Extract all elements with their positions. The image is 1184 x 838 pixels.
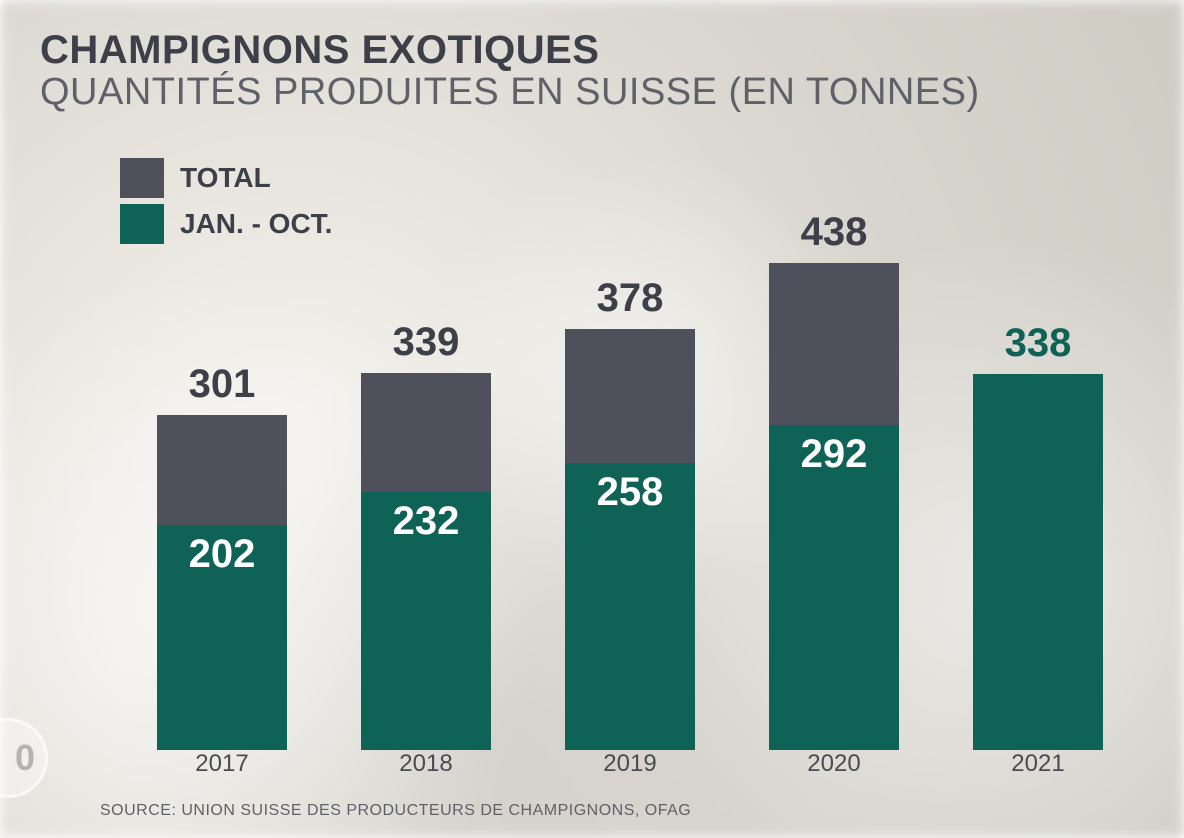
chart-plot-area: 301 202 339 232 378 258 438292 338 bbox=[120, 238, 1140, 750]
legend: TOTAL JAN. - OCT. bbox=[120, 158, 332, 250]
bars-container: 301 202 339 232 378 258 438292 338 bbox=[120, 238, 1140, 750]
bar-column: 339 232 bbox=[324, 238, 528, 750]
bar-partial bbox=[973, 374, 1103, 750]
x-axis-label: 2020 bbox=[732, 750, 936, 778]
x-axis-label: 2017 bbox=[120, 750, 324, 778]
bar-value-partial: 292 bbox=[801, 432, 868, 477]
legend-label-partial: JAN. - OCT. bbox=[180, 208, 332, 240]
x-axis-label: 2018 bbox=[324, 750, 528, 778]
source-text: SOURCE: UNION SUISSE DES PRODUCTEURS DE … bbox=[100, 802, 691, 820]
x-axis-label: 2019 bbox=[528, 750, 732, 778]
watermark-text: 0 bbox=[15, 737, 35, 779]
legend-label-total: TOTAL bbox=[180, 162, 271, 194]
bar-column: 438292 bbox=[732, 238, 936, 750]
bar-value-partial: 202 bbox=[189, 532, 256, 577]
legend-item-total: TOTAL bbox=[120, 158, 332, 198]
bar-value-total: 339 bbox=[393, 320, 460, 365]
bar-value-total: 438 bbox=[801, 210, 868, 255]
x-axis: 20172018201920202021 bbox=[120, 750, 1140, 778]
chart-container: CHAMPIGNONS EXOTIQUES QUANTITÉS PRODUITE… bbox=[0, 0, 1184, 838]
title-block: CHAMPIGNONS EXOTIQUES QUANTITÉS PRODUITE… bbox=[40, 28, 980, 114]
chart-title: CHAMPIGNONS EXOTIQUES bbox=[40, 28, 980, 73]
x-axis-label: 2021 bbox=[936, 750, 1140, 778]
legend-swatch-total bbox=[120, 158, 164, 198]
watermark-badge: 0 bbox=[0, 718, 48, 798]
bar-column: 338 bbox=[936, 238, 1140, 750]
bar-value-partial: 338 bbox=[1005, 321, 1072, 366]
bar-value-total: 301 bbox=[189, 362, 256, 407]
bar-value-partial: 232 bbox=[393, 499, 460, 544]
bar-column: 301 202 bbox=[120, 238, 324, 750]
bar-value-total: 378 bbox=[597, 276, 664, 321]
chart-subtitle: QUANTITÉS PRODUITES EN SUISSE (EN TONNES… bbox=[40, 71, 980, 114]
bar-column: 378 258 bbox=[528, 238, 732, 750]
bar-value-partial: 258 bbox=[597, 470, 664, 515]
